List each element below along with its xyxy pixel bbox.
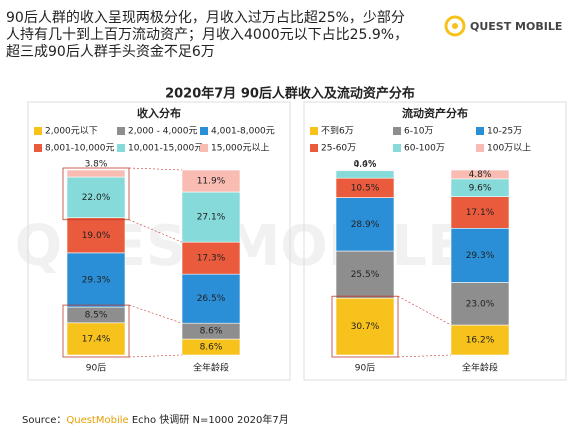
headline: 超三成90后人群手头资金不足6万 (6, 44, 215, 60)
panel (303, 101, 567, 381)
legend-label: 25-60万 (321, 144, 356, 154)
legend-swatch (310, 144, 318, 152)
bar-segment (450, 324, 510, 356)
connector (128, 304, 183, 324)
x-tick-label: 90后 (86, 363, 106, 374)
legend-swatch (393, 144, 401, 152)
bar-segment (450, 227, 510, 283)
x-tick-label: 全年龄段 (193, 362, 229, 374)
value-label: 17.4% (82, 334, 111, 344)
value-label: 0.4% (354, 160, 377, 170)
bar-segment (66, 252, 126, 308)
legend-swatch (310, 127, 318, 135)
bar-segment (450, 196, 510, 229)
legend-swatch (117, 144, 125, 152)
bar-segment (66, 176, 126, 219)
x-tick-label: 全年龄段 (462, 362, 498, 374)
panel (27, 101, 291, 381)
value-label: 29.3% (466, 251, 495, 261)
legend-swatch (476, 127, 484, 135)
legend-label: 2,000元以下 (45, 127, 98, 137)
headline: 人持有几十到上百万流动资产；月收入4000元以下占比25.9%， (6, 27, 408, 43)
source-prefix: Source： (22, 415, 66, 426)
legend-label: 10,001-15,000元 (128, 144, 203, 154)
bar-segment (335, 297, 395, 356)
connector (128, 167, 183, 171)
bar-segment (66, 217, 126, 254)
bar-segment (181, 273, 241, 324)
legend-label: 8,001-10,000元 (45, 144, 115, 154)
bar-segment (450, 169, 510, 180)
value-label: 28.9% (351, 220, 380, 230)
logo-icon (444, 15, 466, 37)
source-rest: Echo 快调研 N=1000 2020年7月 (129, 413, 289, 426)
logo-icon (452, 23, 458, 29)
bar-segment (66, 169, 126, 178)
legend-label: 2,000 - 4,000元 (128, 127, 198, 137)
legend-label: 不到6万 (321, 125, 354, 137)
x-tick-label: 90后 (355, 363, 375, 374)
legend-swatch (393, 127, 401, 135)
bar-segment (335, 197, 395, 252)
value-label: 29.3% (82, 275, 111, 285)
bar-segment (66, 322, 126, 356)
value-label: 26.5% (197, 294, 226, 304)
connector (128, 219, 183, 243)
value-label: 4.8% (469, 170, 492, 180)
legend-label: 6-10万 (404, 127, 433, 137)
legend-label: 100万以上 (487, 143, 531, 154)
value-label: 17.1% (466, 208, 495, 218)
value-label: 8.6% (200, 327, 223, 337)
legend-swatch (34, 144, 42, 152)
highlight-box (62, 167, 130, 221)
source-brand: QuestMobile (66, 415, 128, 426)
value-label: 11.9% (197, 177, 226, 187)
bar-segment (335, 170, 395, 179)
bar-segment (181, 191, 241, 243)
legend-label: 15,000元以上 (211, 143, 270, 154)
value-label: 17.3% (197, 254, 226, 264)
chart-subtitle: 收入分布 (137, 106, 181, 120)
main-title: 2020年7月 90后人群收入及流动资产分布 (165, 86, 415, 102)
connector (128, 354, 183, 358)
legend-swatch (34, 127, 42, 135)
legend-label: 4,001-8,000元 (211, 127, 275, 137)
headline: 90后人群的收入呈现两极分化，月收入过万占比超25%，少部分 (6, 10, 405, 26)
bar-segment (450, 282, 510, 326)
legend-swatch (200, 127, 208, 135)
value-label: 10.5% (351, 183, 380, 193)
highlight-box (62, 304, 130, 358)
bar-segment (181, 169, 241, 193)
legend-label: 10-25万 (487, 127, 522, 137)
bar-segment (181, 241, 241, 275)
value-label: 3.8% (85, 160, 108, 170)
chart-subtitle: 流动资产分布 (402, 106, 468, 120)
value-label: 8.5% (85, 310, 108, 320)
value-label: 23.0% (466, 299, 495, 309)
legend-swatch (476, 144, 484, 152)
bar-segment (335, 169, 395, 172)
value-label: 19.0% (82, 231, 111, 241)
connector (397, 295, 452, 326)
highlight-box (331, 295, 399, 358)
value-label: 30.7% (351, 322, 380, 332)
value-label: 22.0% (82, 193, 111, 203)
legend-label: 60-100万 (404, 144, 445, 154)
value-label: 25.5% (351, 270, 380, 280)
connector (397, 354, 452, 358)
logo-text: QUEST MOBILE (470, 20, 562, 33)
legend-swatch (117, 127, 125, 135)
source: Source：QuestMobile Echo 快调研 N=1000 2020年… (22, 413, 289, 426)
legend-swatch (200, 144, 208, 152)
value-label: 4.0% (354, 160, 377, 170)
bar-segment (335, 250, 395, 299)
value-label: 9.6% (469, 183, 492, 193)
value-label: 27.1% (197, 213, 226, 223)
logo: QUEST MOBILE (444, 15, 562, 37)
value-label: 8.6% (200, 343, 223, 353)
value-label: 16.2% (466, 336, 495, 346)
